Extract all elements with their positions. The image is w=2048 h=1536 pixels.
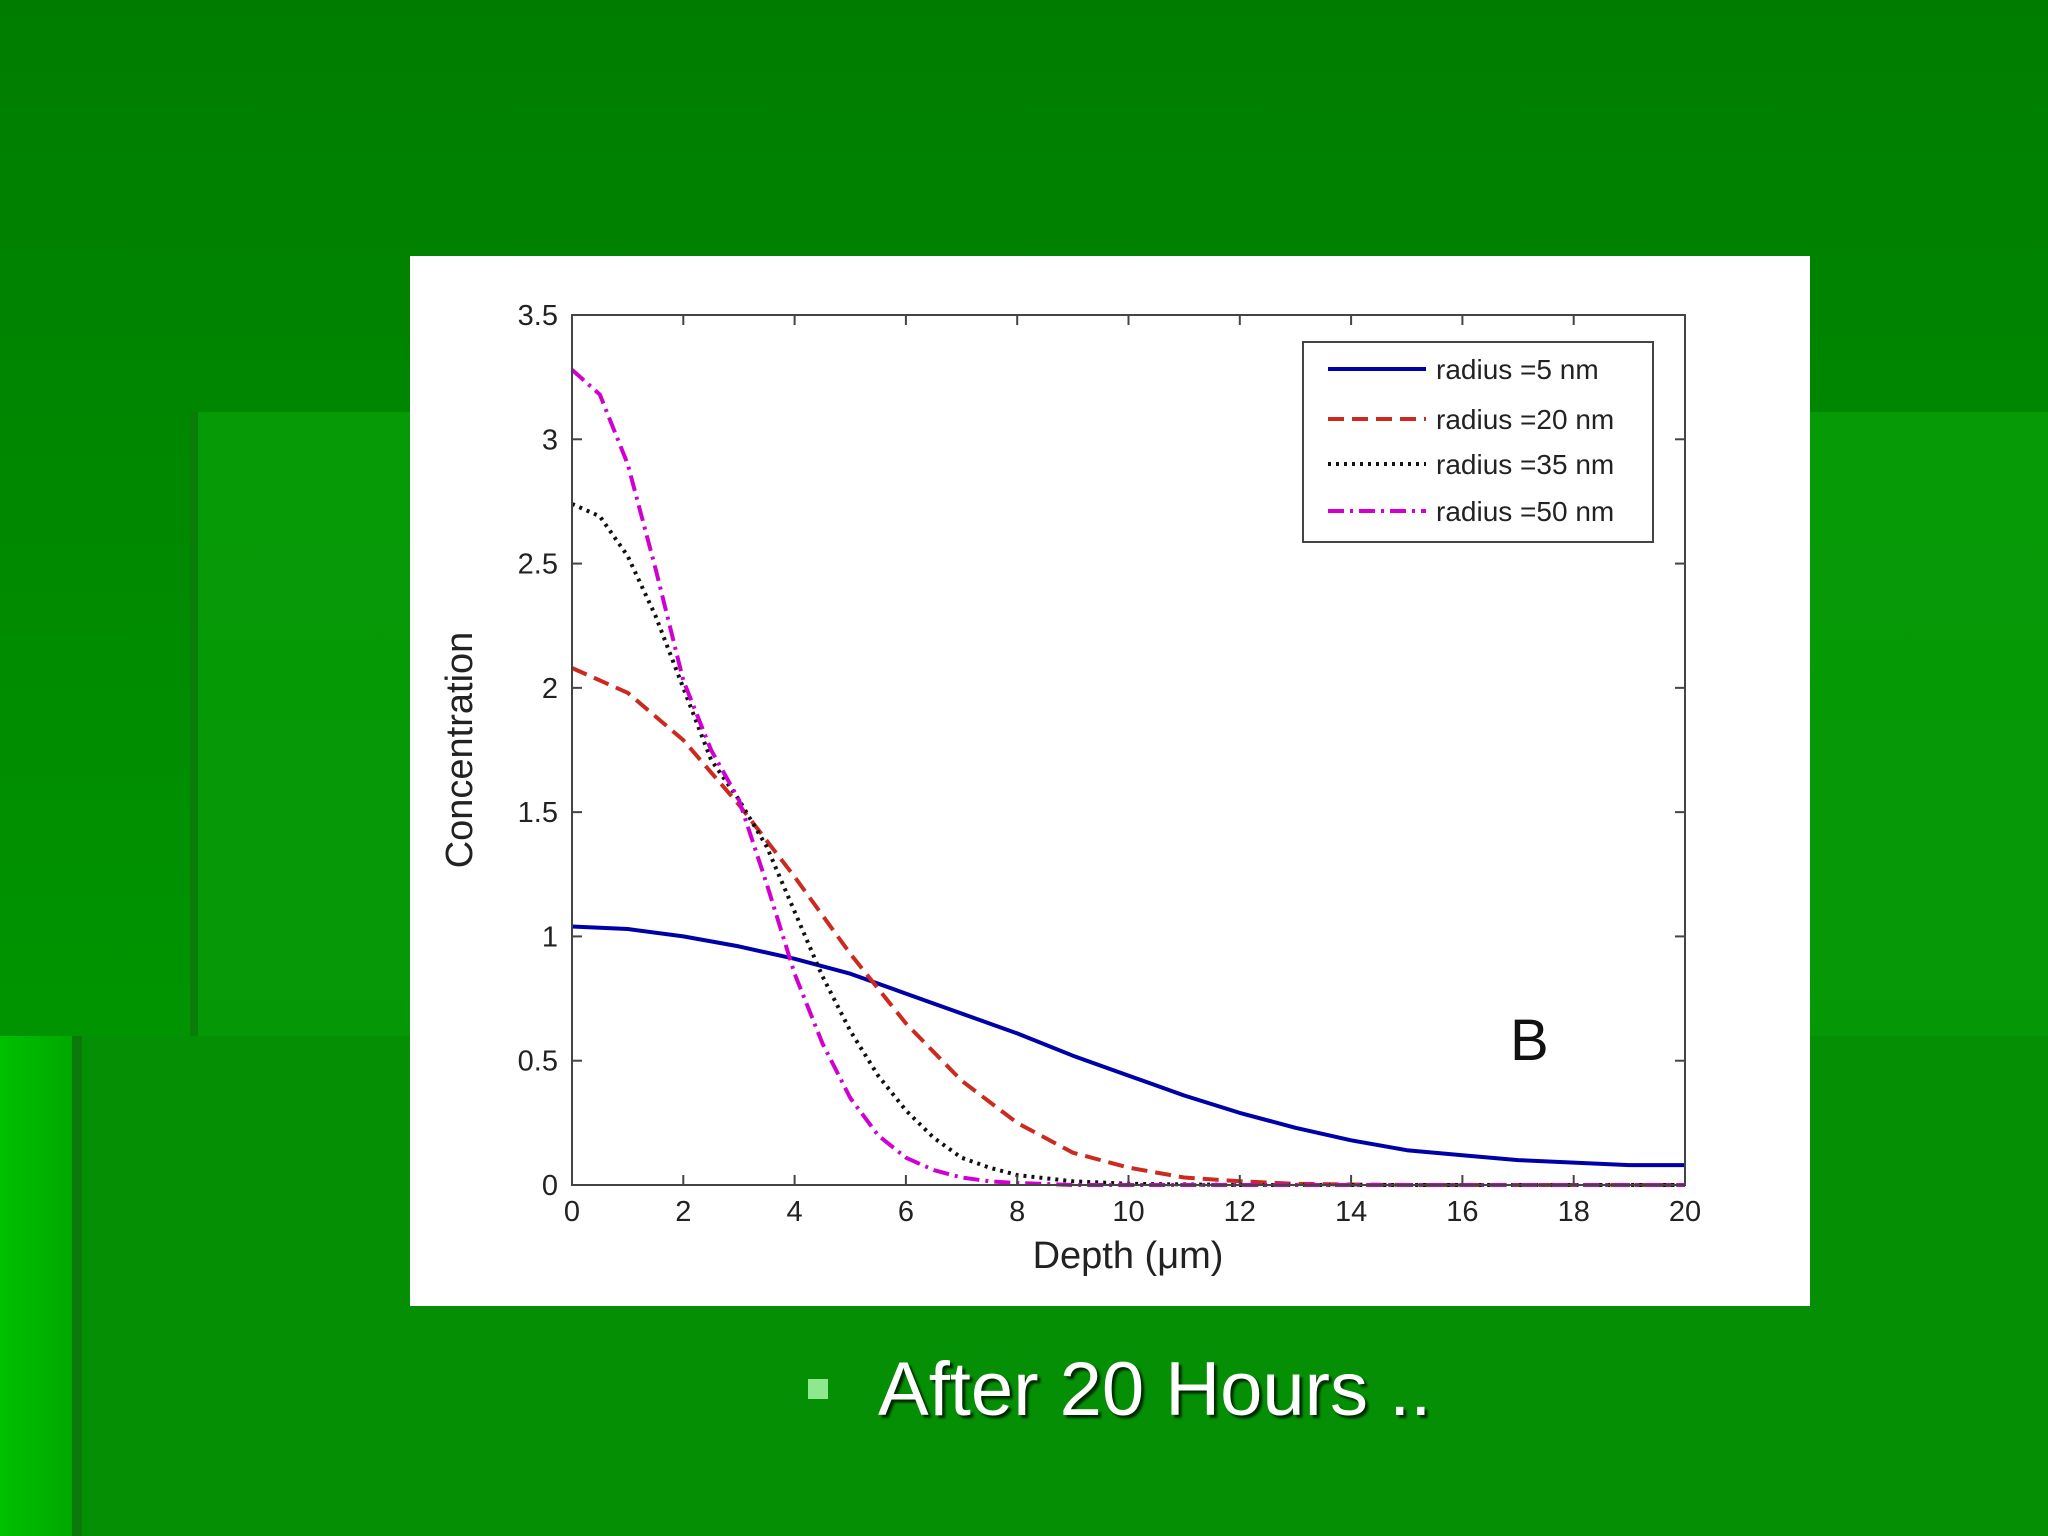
series-line-1 — [571, 924, 1685, 1168]
line-chart: 0 2 4 6 8 10 12 14 16 18 20 0 0.5 1 1.5 2 2.5 3 3.5 Depth … — [439, 300, 1701, 1277]
legend-label-radius-35: radius =35 nm — [1436, 449, 1614, 480]
bullet-item: After 20 Hours .. — [808, 1344, 1431, 1434]
y-tick-label: 1 — [542, 921, 558, 953]
x-tick-label: 0 — [564, 1196, 580, 1228]
background-band-upper-edge — [190, 412, 198, 1536]
y-tick-label: 2 — [542, 673, 558, 705]
x-tick-label: 4 — [787, 1196, 803, 1228]
y-tick-label: 0 — [542, 1170, 558, 1202]
legend-samples — [1328, 367, 1426, 513]
bullet-text: After 20 Hours .. — [878, 1346, 1432, 1432]
x-tick-label: 6 — [898, 1196, 914, 1228]
y-tick-label: 2.5 — [518, 549, 558, 581]
y-tick-label: 0.5 — [518, 1046, 558, 1078]
x-tick-label: 14 — [1335, 1196, 1367, 1228]
legend-box — [1302, 341, 1654, 543]
series-line-3 — [571, 502, 1685, 1187]
chart-annotation: B — [1510, 1008, 1549, 1073]
legend-label-radius-50: radius =50 nm — [1436, 496, 1614, 527]
background-band-lower-edge — [72, 1036, 82, 1536]
y-axis-label: Concentration — [439, 632, 481, 869]
legend-label-radius-20: radius =20 nm — [1436, 404, 1614, 435]
y-tick-label: 3.5 — [518, 300, 558, 332]
axis-ticks: 0 2 4 6 8 10 12 14 16 18 20 0 0.5 1 1.5 2 2.5 3 3.5 — [518, 300, 1701, 1228]
x-tick-label: 10 — [1112, 1196, 1144, 1228]
legend-label-radius-5: radius =5 nm — [1436, 354, 1599, 385]
x-axis-label: Depth (μm) — [1033, 1235, 1224, 1277]
y-tick-label: 3 — [542, 424, 558, 456]
legend: radius =5 nm radius =20 nm radius =35 nm… — [1302, 341, 1654, 543]
chart-figure: 0 2 4 6 8 10 12 14 16 18 20 0 0.5 1 1.5 2 2.5 3 3.5 Depth … — [410, 256, 1810, 1306]
series-line-2 — [571, 666, 1685, 1187]
x-tick-label: 8 — [1009, 1196, 1025, 1228]
x-tick-label: 16 — [1446, 1196, 1478, 1228]
square-bullet-icon — [808, 1379, 828, 1399]
x-tick-label: 2 — [675, 1196, 691, 1228]
y-tick-label: 1.5 — [518, 797, 558, 829]
background-band-left — [0, 1036, 72, 1536]
series-line-4 — [570, 368, 1685, 1187]
x-tick-label: 12 — [1224, 1196, 1256, 1228]
x-tick-label: 20 — [1669, 1196, 1701, 1228]
x-tick-label: 18 — [1558, 1196, 1590, 1228]
